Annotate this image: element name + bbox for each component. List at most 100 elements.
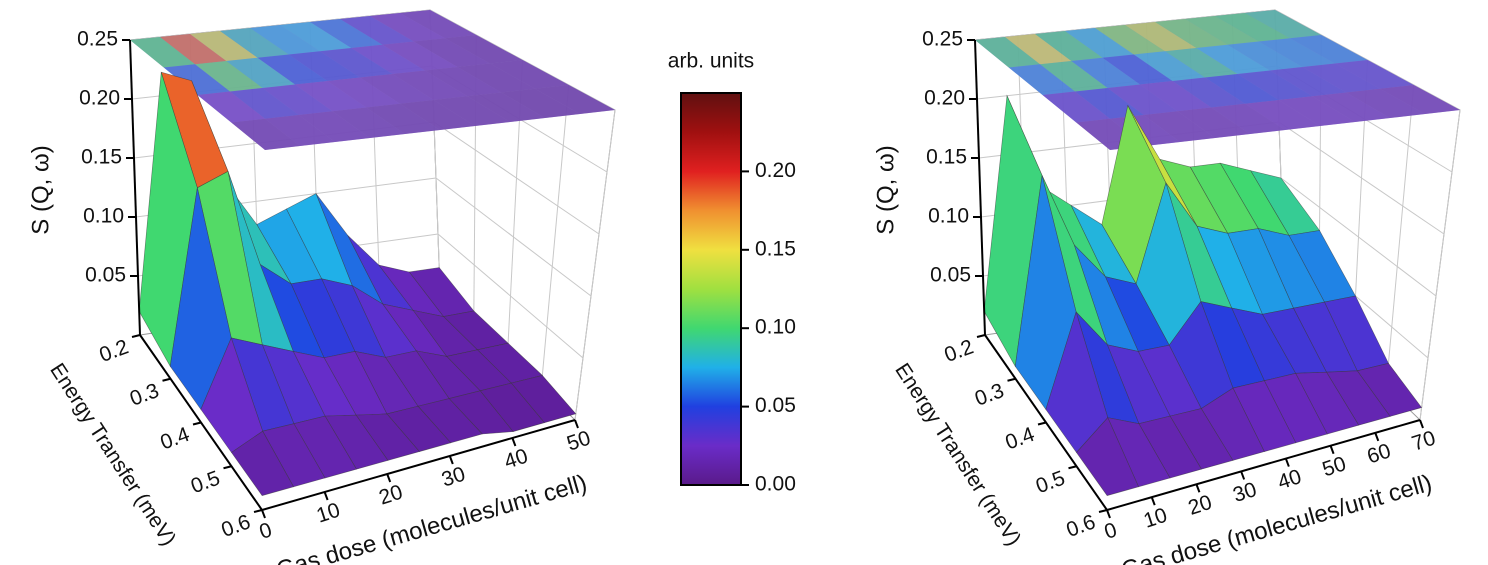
projection-cell [1335,60,1414,89]
z-tick-label: 0.25 [77,28,118,51]
x-tick-label: 10 [314,499,343,528]
grid-line [433,121,600,235]
colorbar-tick-label: 0.10 [755,316,796,339]
projection-cell [1290,35,1368,64]
projection-cell [445,35,523,64]
projection-cell [130,37,195,68]
grid-line [1419,109,1461,421]
z-tick-label: 0.20 [79,87,120,110]
y-tick-label: 0.6 [218,510,253,542]
x-tick-label: 30 [1230,478,1259,507]
grid-line [1385,84,1415,388]
grid-line [540,84,570,388]
projection-cell [360,74,434,104]
x-tick [1150,496,1156,506]
projection-cell [1172,77,1245,108]
y-tick [253,509,263,513]
projection-cell [1237,70,1313,100]
projection-cell [231,118,300,150]
x-tick [574,419,579,429]
z-axis-title: S (Q, ω) [27,145,54,234]
projection-cell [370,13,445,42]
x-tick [448,455,454,465]
projection-cell [1155,19,1228,48]
x-tick-label: 40 [1275,465,1304,494]
projection-cell [1227,41,1303,71]
projection-cell [1245,100,1320,130]
z-tick-label: 0.20 [924,87,965,110]
projection-cell [425,67,502,97]
z-tick-label: 0.10 [83,205,124,228]
grid-line [435,177,592,297]
x-tick [1374,432,1380,442]
y-tick-label: 0.4 [1002,423,1038,455]
y-tick [1068,465,1077,470]
x-tick-label: 60 [1364,439,1393,468]
z-axis [129,39,141,336]
projection-cell [250,25,320,55]
projection-cell [366,103,440,134]
projection-cell [1125,22,1197,52]
y-tick-label: 0.3 [972,379,1007,411]
y-tick-label: 0.2 [96,335,131,367]
projection-cell [1008,64,1075,95]
x-tick [386,473,392,483]
projection-cell [1107,84,1178,115]
x-axis [1106,419,1421,511]
y-tick-label: 0.2 [941,335,976,367]
projection-cell [1185,16,1259,45]
projection-cell [413,38,490,67]
y-tick-label: 0.5 [1033,467,1068,499]
projection-cell [400,10,477,39]
projection-cell [535,85,615,114]
z-axis [974,39,986,336]
y-tick [192,421,202,426]
projection-cell [310,19,383,48]
projection-cell [400,100,475,130]
z-tick-label: 0.05 [85,264,126,287]
projection-cell [220,28,289,58]
z-tick-label: 0.05 [930,264,971,287]
x-tick-label: 20 [376,481,405,510]
projection-cell [340,16,414,45]
y-tick [1098,509,1108,513]
x-tick [1419,419,1424,429]
projection-cell [1165,48,1238,78]
y-tick [223,465,232,470]
projection-cell [332,107,405,138]
projection-cell [1302,63,1380,93]
y-tick [976,334,986,338]
grid-line [1280,177,1437,297]
x-tick [1329,445,1335,455]
y-tick [1007,377,1016,382]
projection-cell [1005,34,1072,65]
projection-cell [327,77,400,108]
colorbar-tick-label: 0.20 [755,159,796,182]
projection-cell [265,115,335,146]
projection-cell [195,61,263,92]
z-axis-title: S (Q, ω) [872,145,899,234]
projection-cell [190,31,258,61]
colorbar-tick-label: 0.00 [755,473,796,496]
x-tick-label: 40 [501,445,530,474]
y-tick-label: 0.5 [188,467,223,499]
projection-cell [467,92,545,122]
projection-cell [1278,96,1355,126]
projection-cell [1065,28,1134,58]
y-tick-label: 0.3 [127,379,162,411]
projection-cell [1140,81,1212,112]
projection-cell [320,48,393,78]
x-tick-label: 20 [1185,491,1214,520]
projection-cell [1133,51,1205,81]
x-axis [261,419,576,511]
x-tick-label: 10 [1141,504,1170,533]
projection-cell [262,84,333,115]
x-tick [1284,458,1290,467]
z-tick-label: 0.10 [928,205,969,228]
colorbar-tick-label: 0.15 [755,237,796,260]
y-axis-title: Energy Transfer (meV) [890,359,1025,550]
x-tick [323,491,329,501]
projection-cell [1312,92,1390,122]
y-tick [131,334,141,338]
y-tick-label: 0.4 [157,423,193,455]
